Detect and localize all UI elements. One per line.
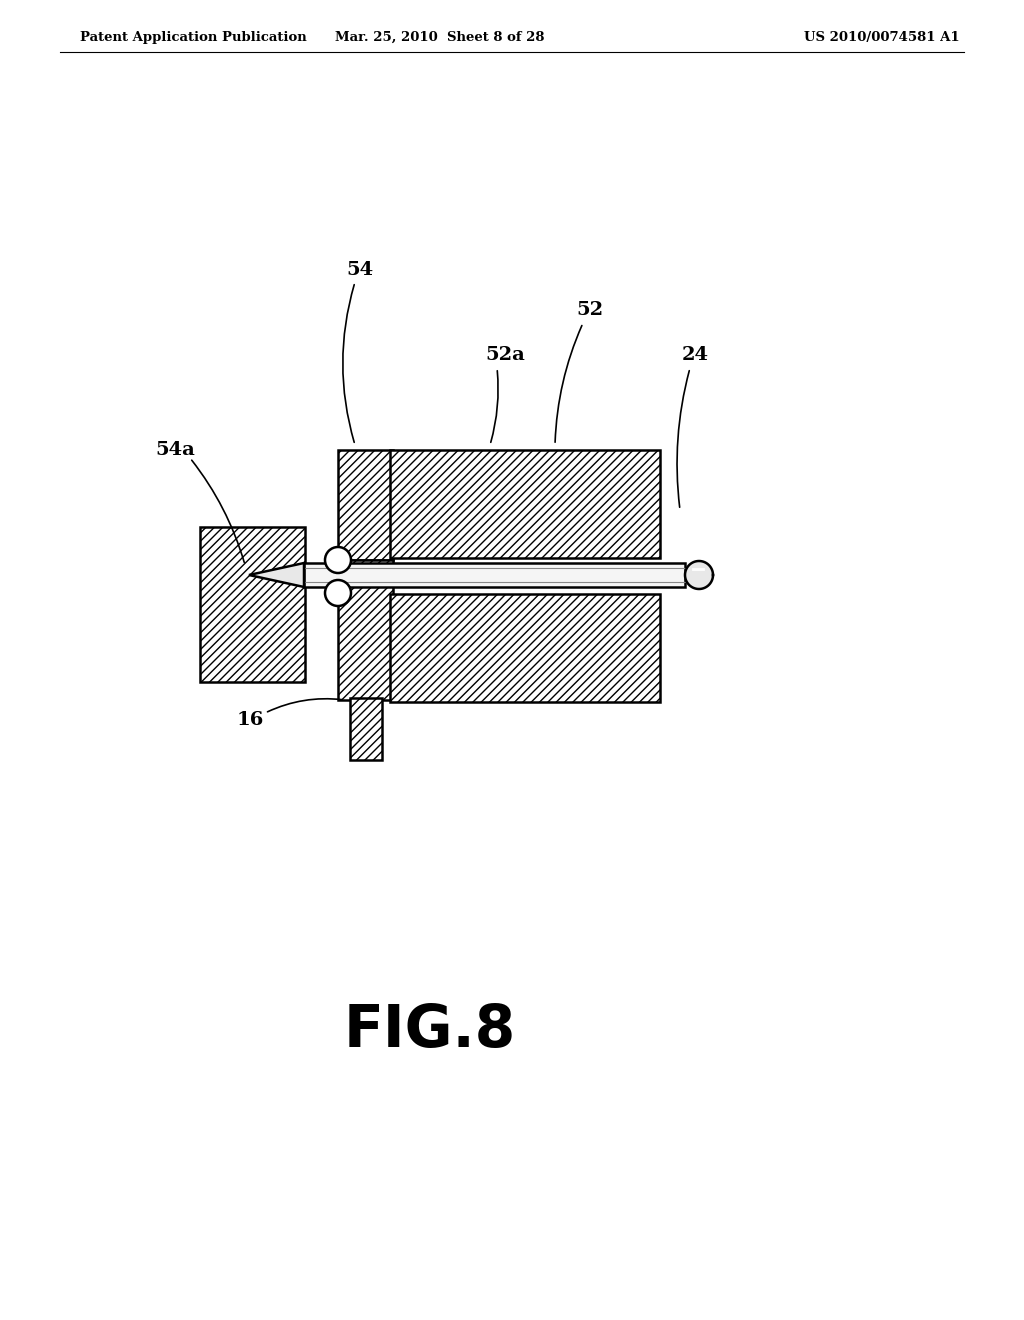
Text: US 2010/0074581 A1: US 2010/0074581 A1 xyxy=(805,30,961,44)
Text: 54a: 54a xyxy=(155,441,195,459)
Bar xyxy=(350,698,382,760)
Circle shape xyxy=(325,546,351,573)
Text: 52: 52 xyxy=(577,301,603,319)
Polygon shape xyxy=(249,564,304,587)
Bar xyxy=(200,527,305,682)
Polygon shape xyxy=(685,561,713,589)
Bar xyxy=(338,450,393,560)
Text: Mar. 25, 2010  Sheet 8 of 28: Mar. 25, 2010 Sheet 8 of 28 xyxy=(335,30,545,44)
Text: 52a: 52a xyxy=(485,346,525,364)
Bar xyxy=(304,564,685,587)
Circle shape xyxy=(325,579,351,606)
Bar xyxy=(390,594,660,702)
Text: FIG.8: FIG.8 xyxy=(344,1002,516,1059)
Text: Patent Application Publication: Patent Application Publication xyxy=(80,30,307,44)
Bar xyxy=(390,450,660,558)
Text: 16: 16 xyxy=(237,711,264,729)
Text: 24: 24 xyxy=(682,346,709,364)
Text: 54: 54 xyxy=(346,261,374,279)
Bar xyxy=(338,560,393,700)
